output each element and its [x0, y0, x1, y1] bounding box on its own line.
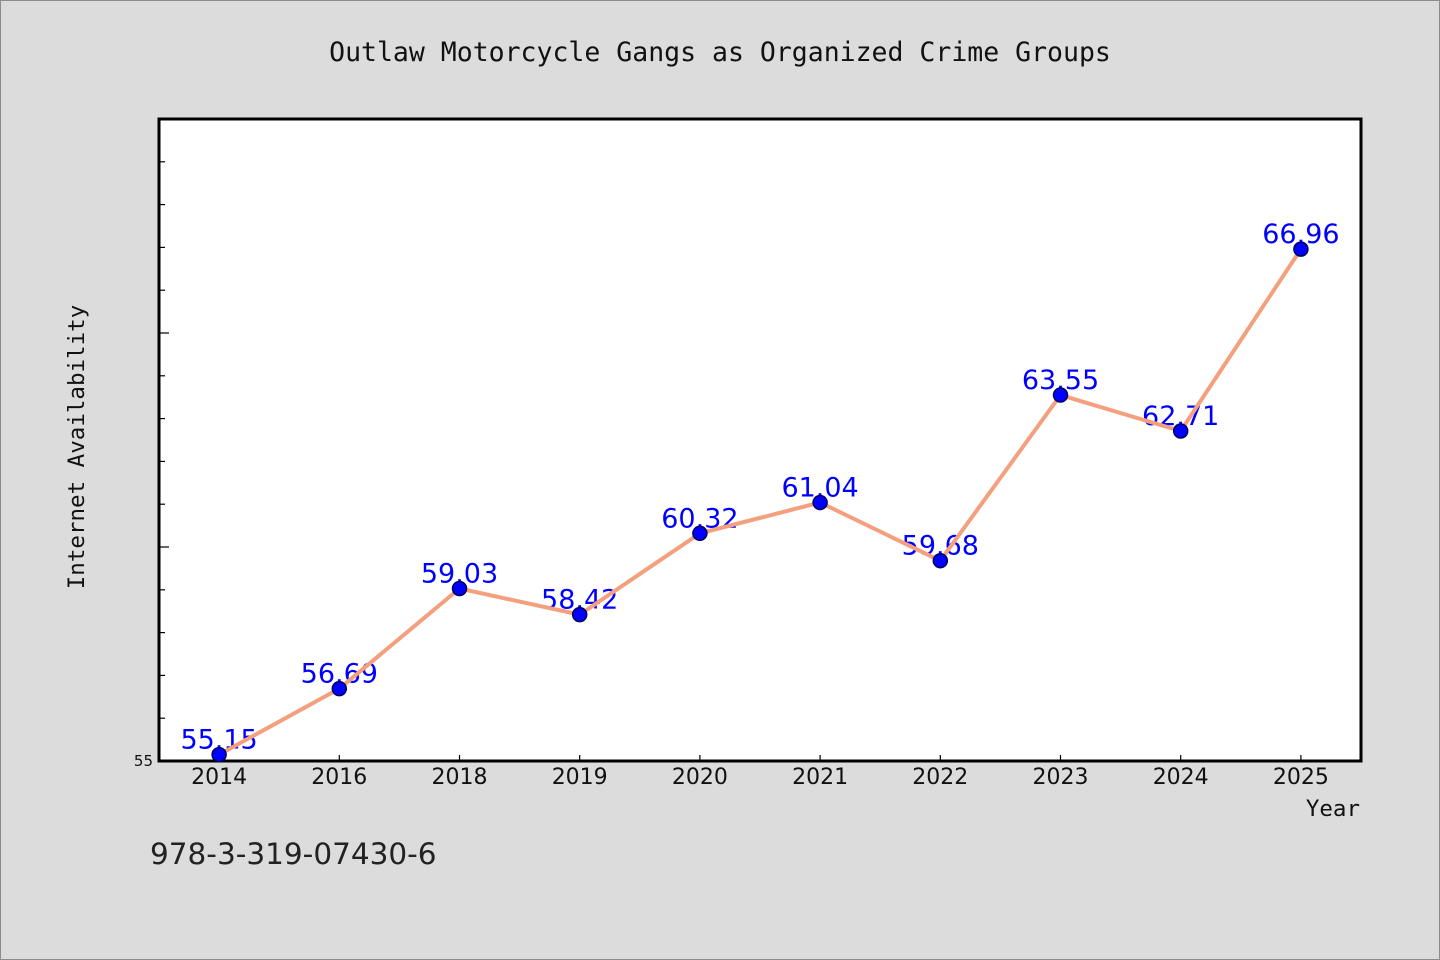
chart-title: Outlaw Motorcycle Gangs as Organized Cri…	[329, 37, 1111, 68]
data-point-marker	[451, 580, 468, 597]
x-tick-label: 2020	[672, 765, 728, 790]
data-point-marker	[571, 606, 588, 623]
x-tick-label: 2022	[912, 765, 968, 790]
x-tick-labels: 2014 2016 2018 2019 2020 2021 2022 2023 2024 2025	[191, 765, 1329, 790]
data-labels: 55.1556.6959.0358.4260.3261.0459.6863.55…	[180, 219, 1339, 755]
data-point-marker	[1172, 423, 1189, 439]
data-markers	[211, 241, 1309, 763]
x-tick-label: 2016	[311, 765, 367, 790]
y-axis-label: Internet Availability	[64, 305, 90, 589]
y-tick-label: 55	[134, 752, 153, 770]
x-tick-label: 2019	[552, 765, 608, 790]
x-tick-label: 2023	[1033, 765, 1089, 790]
x-tick-label: 2018	[432, 765, 488, 790]
y-tick-labels: 55	[134, 752, 153, 770]
data-point-marker	[932, 552, 949, 569]
x-tick-label: 2021	[792, 765, 848, 790]
data-point-marker	[692, 525, 708, 542]
data-point-marker	[211, 746, 227, 763]
data-point-marker	[812, 494, 828, 511]
x-tick-label: 2024	[1153, 765, 1209, 790]
series-line	[217, 247, 1303, 757]
plot-area	[159, 119, 1361, 761]
data-point-marker	[1293, 241, 1309, 257]
x-axis-label: Year	[1306, 796, 1360, 822]
isbn-footer-text: 978-3-319-07430-6	[150, 837, 437, 871]
plot-frame	[157, 117, 1363, 763]
data-point-marker	[331, 680, 348, 697]
x-tick-label: 2025	[1273, 765, 1329, 790]
x-tick-label: 2014	[191, 765, 247, 790]
data-point-marker	[1052, 387, 1069, 403]
